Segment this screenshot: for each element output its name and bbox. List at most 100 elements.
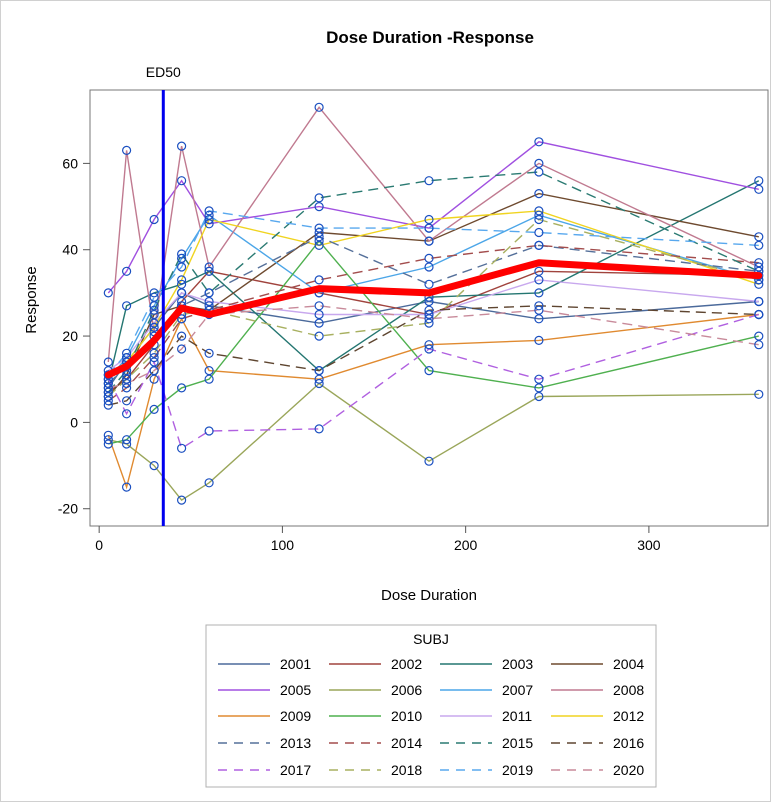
legend-title: SUBJ <box>413 631 449 647</box>
plot-area-frame <box>89 89 769 527</box>
data-point-2016 <box>314 366 324 376</box>
data-point-2017 <box>534 374 544 384</box>
data-point-2014 <box>177 314 187 324</box>
series-line-2010 <box>108 239 759 445</box>
data-point-2010 <box>204 374 214 384</box>
data-point-2017 <box>149 357 159 367</box>
data-point-2003 <box>204 266 214 276</box>
data-point-2019 <box>754 240 764 250</box>
data-point-2015 <box>534 167 544 177</box>
mean-response-line <box>104 259 763 379</box>
data-point-2020 <box>121 378 132 389</box>
data-point-2017 <box>121 409 132 419</box>
data-point-2007 <box>204 210 214 220</box>
x-tick-label: 0 <box>95 537 103 553</box>
x-tick-label: 200 <box>454 537 478 553</box>
data-point-2011 <box>204 296 214 307</box>
legend-label-2004: 2004 <box>613 656 644 672</box>
legend-label-2018: 2018 <box>391 762 422 778</box>
data-point-2011 <box>424 309 434 320</box>
legend-label-2010: 2010 <box>391 708 422 724</box>
data-point-2009 <box>424 340 434 350</box>
x-tick-label: 300 <box>637 537 661 553</box>
data-point-2010 <box>754 331 764 341</box>
y-axis: -20 0 20 40 60 <box>58 155 90 517</box>
data-point-2010 <box>424 366 434 376</box>
data-point-2013 <box>424 279 434 289</box>
data-point-2014 <box>534 240 544 250</box>
data-point-2008 <box>424 236 434 246</box>
legend: SUBJ 2001 2002 2003 2004 2005 2006 2007 2008 200… <box>205 624 657 788</box>
data-point-2016 <box>103 400 113 410</box>
data-point-2018 <box>314 331 324 341</box>
series-line-2016 <box>108 305 759 406</box>
data-point-2006 <box>534 391 544 402</box>
data-point-2010 <box>149 404 159 414</box>
data-point-2006 <box>204 478 214 488</box>
data-point-2015 <box>149 305 159 315</box>
data-point-2009 <box>149 374 159 384</box>
data-point-2006 <box>754 389 764 399</box>
data-point-2019 <box>424 223 434 233</box>
data-point-2020 <box>103 383 113 393</box>
mean-line <box>104 259 763 379</box>
data-point-2010 <box>534 383 544 393</box>
data-point-2018 <box>103 391 113 402</box>
y-tick-label: 40 <box>62 242 78 258</box>
legend-label-2020: 2020 <box>613 762 644 778</box>
data-point-2001 <box>314 318 324 328</box>
data-point-2009 <box>534 335 544 345</box>
data-point-2009 <box>121 482 132 492</box>
data-point-2013 <box>314 232 324 242</box>
data-point-2019 <box>149 292 159 302</box>
data-point-2004 <box>149 309 159 320</box>
legend-label-2015: 2015 <box>502 735 533 751</box>
data-point-2012 <box>149 322 159 332</box>
data-point-2019 <box>121 348 132 358</box>
data-point-2014 <box>121 383 132 393</box>
data-point-2008 <box>177 141 187 151</box>
data-point-2016 <box>121 396 132 406</box>
data-point-2003 <box>754 176 764 186</box>
y-tick-label: 60 <box>62 155 78 171</box>
ed50-reference: ED50 <box>146 64 181 526</box>
data-point-2013 <box>103 378 113 389</box>
data-point-2020 <box>314 301 324 311</box>
data-point-2010 <box>121 435 132 445</box>
data-point-2009 <box>103 430 113 440</box>
data-point-2011 <box>754 296 764 307</box>
data-point-2006 <box>103 435 113 445</box>
data-point-2019 <box>534 227 544 238</box>
data-point-2012 <box>204 214 214 225</box>
data-point-2011 <box>314 309 324 320</box>
data-point-2005 <box>534 137 544 147</box>
legend-label-2019: 2019 <box>502 762 533 778</box>
data-point-2012 <box>177 275 187 285</box>
chart-title: Dose Duration -Response <box>326 28 534 47</box>
data-point-2005 <box>754 184 764 194</box>
data-point-2008 <box>103 357 113 367</box>
data-point-2020 <box>177 344 187 354</box>
data-point-2001 <box>424 296 434 307</box>
data-point-2020 <box>149 366 159 376</box>
data-point-2002 <box>534 266 544 276</box>
data-point-2006 <box>177 495 187 505</box>
data-point-2020 <box>534 305 544 315</box>
data-point-2015 <box>103 387 113 397</box>
y-tick-label: 0 <box>70 414 78 430</box>
data-point-2020 <box>424 314 434 324</box>
y-tick-label: 20 <box>62 328 78 344</box>
data-point-2006 <box>121 439 132 449</box>
series-line-2009 <box>107 313 759 490</box>
data-point-2005 <box>204 219 214 229</box>
data-point-2005 <box>314 202 324 212</box>
data-point-2001 <box>204 301 214 311</box>
legend-label-2001: 2001 <box>280 656 311 672</box>
data-point-2016 <box>177 331 187 341</box>
data-point-2003 <box>149 288 159 298</box>
data-point-2015 <box>314 193 324 203</box>
series-line-2018 <box>107 218 759 398</box>
legend-label-2003: 2003 <box>502 656 533 672</box>
data-point-2015 <box>204 288 214 298</box>
